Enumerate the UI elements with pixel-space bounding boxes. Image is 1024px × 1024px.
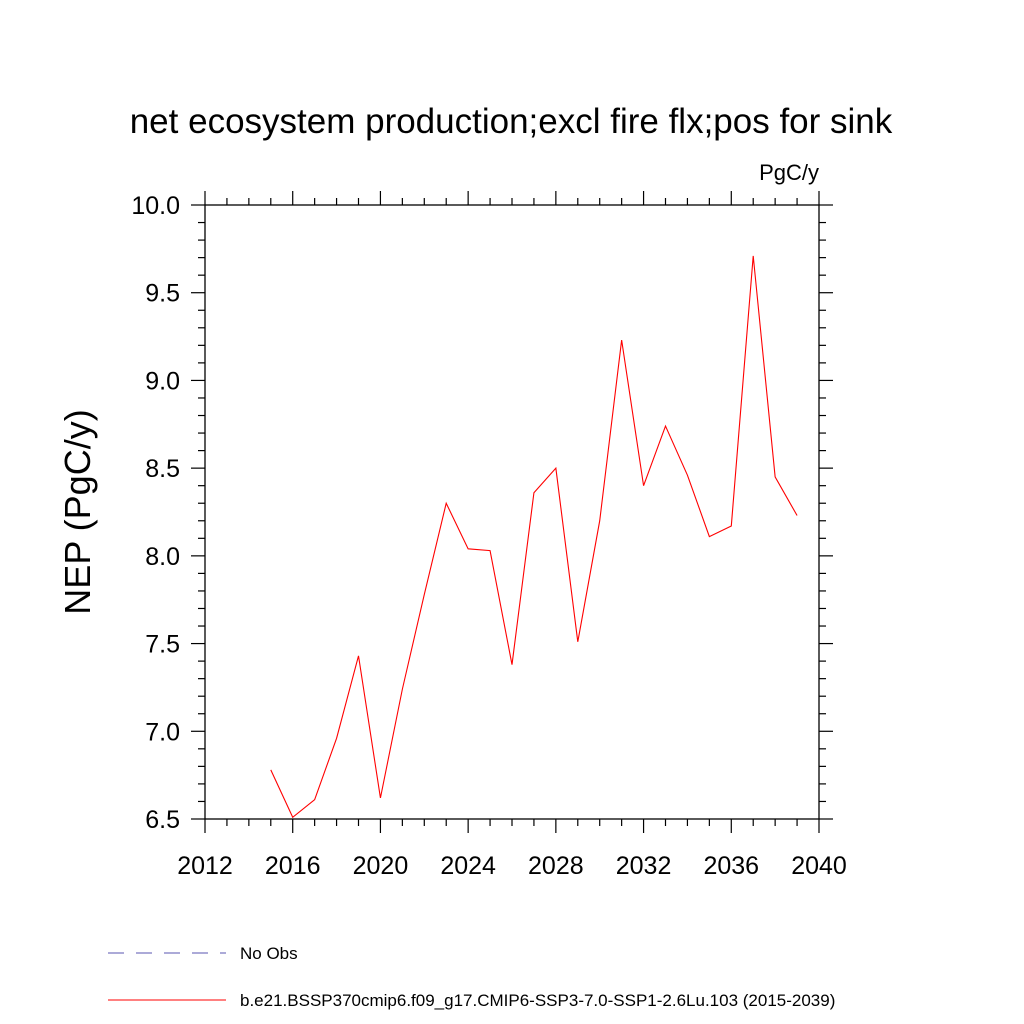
- chart-title: net ecosystem production;excl fire flx;p…: [130, 102, 893, 141]
- series-line-0: [270, 255, 798, 819]
- x-tick-label: 2016: [265, 852, 321, 880]
- y-tick-label: 8.0: [145, 543, 180, 571]
- legend-model-label: b.e21.BSSP370cmip6.f09_g17.CMIP6-SSP3-7.…: [240, 991, 835, 1010]
- x-tick-label: 2040: [791, 852, 847, 880]
- y-tick-label: 7.0: [145, 718, 180, 746]
- x-tick-label: 2024: [440, 852, 496, 880]
- axis-ticks: [191, 191, 833, 833]
- y-axis-label: NEP (PgC/y): [57, 409, 98, 614]
- legend: No Obs b.e21.BSSP370cmip6.f09_g17.CMIP6-…: [108, 944, 835, 1010]
- legend-no-obs-label: No Obs: [240, 944, 298, 963]
- units-label: PgC/y: [759, 160, 819, 185]
- plot-frame: [204, 204, 820, 820]
- y-tick-label: 6.5: [145, 806, 180, 834]
- y-tick-labels: 6.5 7.0 7.5 8.0 8.5 9.0 9.5 10.0: [131, 192, 180, 834]
- x-tick-label: 2032: [616, 852, 672, 880]
- y-tick-label: 9.0: [145, 367, 180, 395]
- y-tick-label: 7.5: [145, 631, 180, 659]
- y-tick-label: 10.0: [131, 192, 180, 220]
- x-tick-labels: 2012 2016 2020 2024 2028 2032 2036 2040: [177, 852, 847, 880]
- x-tick-label: 2028: [528, 852, 584, 880]
- x-tick-label: 2036: [703, 852, 759, 880]
- x-tick-label: 2020: [353, 852, 409, 880]
- series-lines: [270, 255, 798, 819]
- y-tick-label: 8.5: [145, 455, 180, 483]
- y-tick-label: 9.5: [145, 280, 180, 308]
- x-tick-label: 2012: [177, 852, 233, 880]
